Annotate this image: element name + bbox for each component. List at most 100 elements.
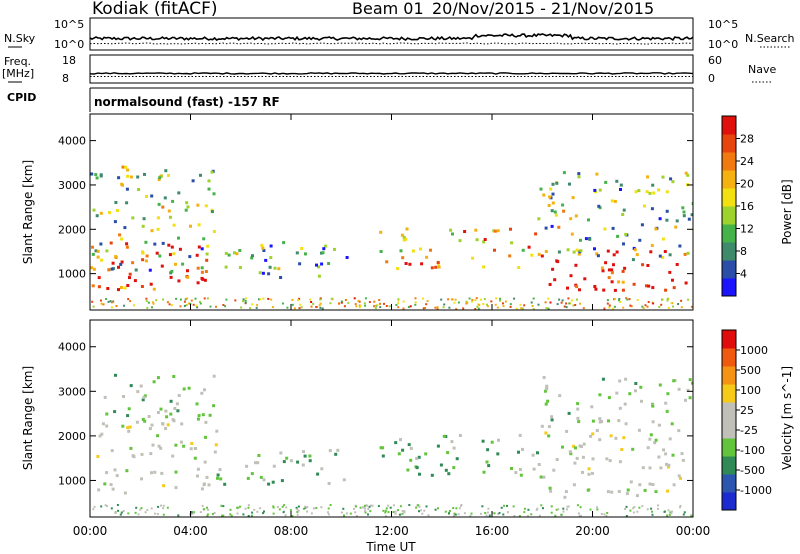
heat-cell xyxy=(556,260,560,264)
heat-cell xyxy=(470,300,473,303)
heat-cell xyxy=(197,414,201,418)
heat-cell xyxy=(213,450,217,454)
heat-cell xyxy=(613,298,616,300)
heat-cell xyxy=(131,261,135,265)
heat-cell xyxy=(149,452,153,456)
heat-cell xyxy=(170,245,174,249)
heat-cell xyxy=(201,277,205,281)
heat-cell xyxy=(204,420,208,424)
heat-cell xyxy=(187,302,190,305)
heat-cell xyxy=(582,442,586,446)
heat-cell xyxy=(168,253,172,257)
heat-cell xyxy=(142,217,146,221)
heat-cell xyxy=(169,275,173,279)
heat-cell xyxy=(388,305,391,308)
heat-cell xyxy=(401,256,405,260)
heat-cell xyxy=(545,386,549,390)
heat-cell xyxy=(418,510,420,513)
heat-cell xyxy=(571,196,575,200)
cpid-label: CPID xyxy=(7,91,36,104)
heat-cell xyxy=(566,505,569,508)
heat-cell xyxy=(558,298,561,301)
heat-cell xyxy=(610,199,614,203)
heat-cell xyxy=(174,443,178,447)
heat-cell xyxy=(349,512,352,515)
heat-cell xyxy=(163,196,167,200)
heat-cell xyxy=(562,507,565,510)
heat-cell xyxy=(162,504,165,507)
heat-cell xyxy=(128,272,132,276)
heat-cell xyxy=(206,244,210,248)
heat-cell xyxy=(327,262,331,265)
cpid-text: normalsound (fast) -157 RF xyxy=(94,95,280,109)
heat-cell xyxy=(100,258,104,262)
heat-cell xyxy=(190,442,194,445)
heat-cell xyxy=(483,298,486,301)
heat-cell xyxy=(614,436,618,440)
heat-cell xyxy=(687,298,690,301)
heat-cell xyxy=(652,191,656,195)
heat-cell xyxy=(343,305,346,308)
heat-cell xyxy=(94,249,98,253)
heat-cell xyxy=(602,288,606,292)
heat-cell xyxy=(402,307,405,310)
heat-cell xyxy=(188,255,192,259)
heat-cell xyxy=(591,432,595,436)
heat-cell xyxy=(150,507,153,510)
heat-cell xyxy=(342,507,345,510)
heat-cell xyxy=(457,513,460,516)
heat-cell xyxy=(273,266,277,270)
heat-cell xyxy=(587,467,591,471)
heat-cell xyxy=(169,412,173,416)
heat-cell xyxy=(151,443,155,447)
heat-cell xyxy=(579,506,582,509)
heat-cell xyxy=(379,230,383,234)
heat-cell xyxy=(224,251,228,255)
heat-cell xyxy=(682,210,686,214)
heat-cell xyxy=(271,480,275,484)
heat-cell xyxy=(244,299,247,302)
heat-cell xyxy=(179,305,182,308)
colorbar-segment xyxy=(722,242,736,261)
heat-cell xyxy=(455,308,458,310)
heat-cell xyxy=(531,305,534,307)
heat-cell xyxy=(466,301,469,304)
heat-cell xyxy=(690,305,693,308)
heat-cell xyxy=(509,305,512,308)
heat-cell xyxy=(229,513,232,516)
heat-cell xyxy=(143,419,147,423)
heat-cell xyxy=(224,265,228,269)
heat-cell xyxy=(143,172,146,176)
heat-cell xyxy=(495,297,498,300)
heat-cell xyxy=(534,232,538,236)
heat-cell xyxy=(385,260,389,264)
heat-cell xyxy=(129,300,132,303)
heat-cell xyxy=(254,461,257,465)
heat-cell xyxy=(425,255,429,259)
heat-cell xyxy=(156,376,160,380)
heat-cell xyxy=(291,303,294,306)
heat-cell xyxy=(105,412,109,416)
heat-cell xyxy=(486,303,488,306)
heat-cell xyxy=(317,274,321,278)
heat-cell xyxy=(649,250,653,254)
heat-cell xyxy=(567,505,570,508)
y-tick-label: 1000 xyxy=(58,474,86,487)
heat-cell xyxy=(182,387,186,391)
nave-label: Nave xyxy=(748,63,776,76)
heat-cell xyxy=(358,300,361,303)
heat-cell xyxy=(135,420,139,424)
freq-panel xyxy=(89,54,694,84)
heat-cell xyxy=(539,187,543,191)
heat-cell xyxy=(474,308,477,310)
colorbar-tick-label: 4 xyxy=(740,268,747,281)
heat-cell xyxy=(638,238,642,242)
heat-cell xyxy=(486,448,490,452)
heat-cell xyxy=(397,302,400,305)
heat-cell xyxy=(125,187,129,191)
colorbar-tick-label: 500 xyxy=(740,364,761,377)
heat-cell xyxy=(269,244,273,248)
heat-cell xyxy=(547,307,550,310)
heat-cell xyxy=(212,230,216,233)
heat-cell xyxy=(389,506,392,509)
